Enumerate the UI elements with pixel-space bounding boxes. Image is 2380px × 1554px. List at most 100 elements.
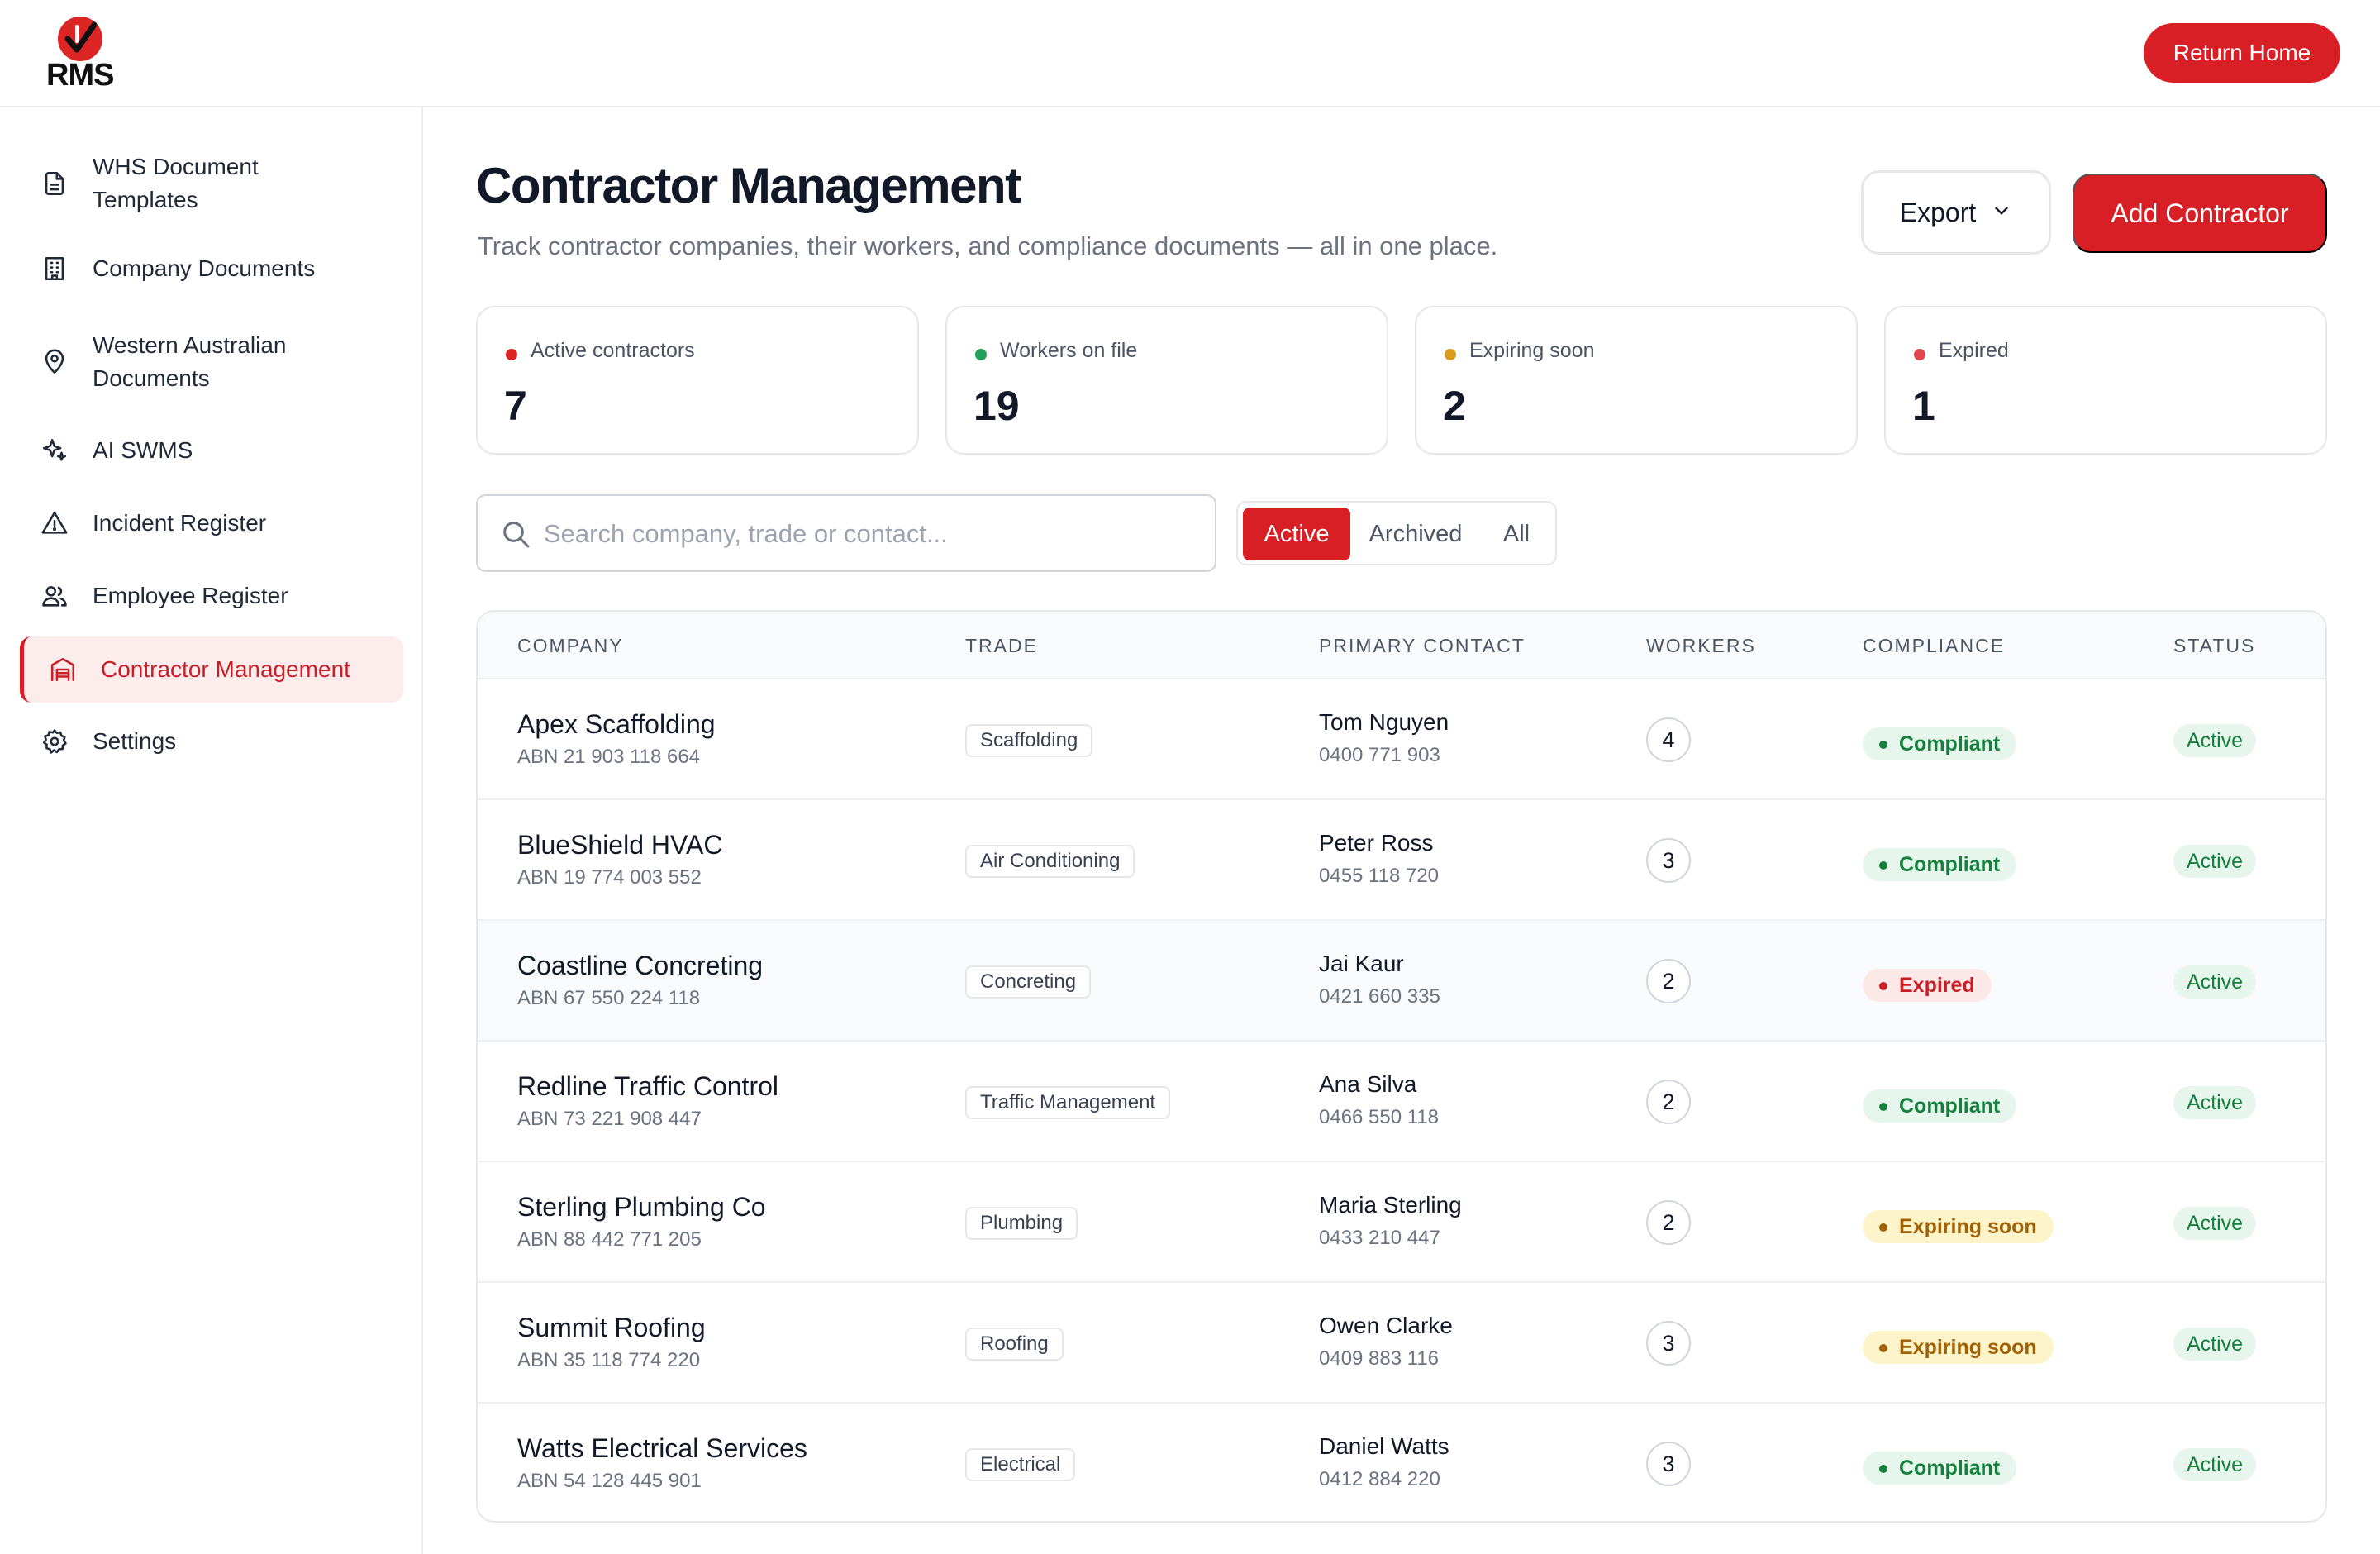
compliance-badge: Compliant	[1863, 848, 2017, 881]
stat-card-expiring-soon: Expiring soon 2	[1415, 306, 1858, 455]
workers-count: 3	[1646, 1442, 1691, 1486]
table-row[interactable]: BlueShield HVAC ABN 19 774 003 552 Air C…	[478, 800, 2325, 921]
column-header-compliance[interactable]: COMPLIANCE	[1863, 635, 2006, 656]
workers-count: 3	[1646, 1321, 1691, 1366]
trade-badge: Electrical	[965, 1448, 1076, 1481]
company-name: Redline Traffic Control	[517, 1071, 778, 1101]
compliance-badge: Compliant	[1863, 727, 2017, 760]
stat-value: 2	[1443, 383, 1466, 429]
return-home-button[interactable]: Return Home	[2144, 23, 2340, 83]
sidebar: WHS Document Templates Company Documents…	[0, 107, 423, 1554]
column-header-workers[interactable]: WORKERS	[1646, 635, 1756, 656]
contact-name: Tom Nguyen	[1319, 709, 1449, 735]
stat-label: Active contractors	[531, 339, 695, 362]
trade-badge: Traffic Management	[965, 1086, 1171, 1119]
company-name: Coastline Concreting	[517, 951, 764, 980]
company-abn: ABN 21 903 118 664	[517, 746, 701, 768]
export-button[interactable]: Export	[1861, 170, 2051, 255]
page-subtitle: Track contractor companies, their worker…	[478, 231, 1498, 260]
sidebar-item-label: Company Documents	[93, 255, 316, 281]
stat-value: 7	[504, 383, 527, 429]
column-header-primary-contact[interactable]: PRIMARY CONTACT	[1319, 635, 1526, 656]
column-header-trade[interactable]: TRADE	[965, 635, 1038, 656]
sidebar-item-ai-swms[interactable]: AI SWMS	[20, 422, 403, 479]
contractors-table: COMPANY TRADE PRIMARY CONTACT WORKERS CO…	[476, 610, 2327, 1523]
compliance-badge: Expiring soon	[1863, 1210, 2054, 1243]
contact-phone: 0433 210 447	[1319, 1227, 1440, 1249]
sparkles-icon	[38, 434, 71, 467]
column-header-status[interactable]: STATUS	[2173, 635, 2256, 656]
table-row[interactable]: Sterling Plumbing Co ABN 88 442 771 205 …	[478, 1162, 2325, 1283]
compliance-badge: Expiring soon	[1863, 1331, 2054, 1364]
warning-icon	[38, 507, 71, 540]
stat-label: Expiring soon	[1469, 339, 1595, 362]
stat-card-active-contractors: Active contractors 7	[476, 306, 919, 455]
rms-logo[interactable]: RMS	[46, 17, 114, 93]
sidebar-item-label: Employee Register	[93, 583, 288, 608]
sidebar-item-employee-register[interactable]: Employee Register	[20, 567, 403, 625]
table-row[interactable]: Watts Electrical Services ABN 54 128 445…	[478, 1404, 2325, 1521]
contact-name: Daniel Watts	[1319, 1433, 1449, 1459]
stat-label: Expired	[1939, 339, 2009, 362]
contact-name: Jai Kaur	[1319, 951, 1404, 976]
workers-count: 4	[1646, 717, 1691, 762]
company-abn: ABN 35 118 774 220	[517, 1349, 701, 1371]
export-label: Export	[1899, 197, 1977, 227]
contact-phone: 0455 118 720	[1319, 865, 1440, 887]
sidebar-item-label: Western Australian Documents	[93, 332, 287, 391]
search-box	[476, 494, 1216, 572]
trade-badge: Scaffolding	[965, 724, 1093, 757]
compliance-badge: Compliant	[1863, 1089, 2017, 1123]
sidebar-item-company-documents[interactable]: Company Documents	[20, 240, 403, 298]
company-abn: ABN 88 442 771 205	[517, 1228, 702, 1251]
company-name: Watts Electrical Services	[517, 1433, 807, 1463]
company-abn: ABN 54 128 445 901	[517, 1470, 702, 1492]
company-name: Apex Scaffolding	[517, 709, 716, 739]
contact-phone: 0412 884 220	[1319, 1468, 1440, 1490]
contact-name: Peter Ross	[1319, 830, 1434, 856]
filter-archived[interactable]: Archived	[1368, 520, 1463, 547]
contact-phone: 0466 550 118	[1319, 1106, 1440, 1128]
sidebar-item-incident-register[interactable]: Incident Register	[20, 494, 403, 552]
status-badge: Active	[2173, 1328, 2257, 1361]
workers-count: 2	[1646, 1200, 1691, 1245]
status-badge: Active	[2173, 845, 2257, 878]
sidebar-item-settings[interactable]: Settings	[20, 713, 403, 770]
sidebar-item-contractor-management[interactable]: Contractor Management	[20, 636, 403, 703]
sidebar-item-whs-templates[interactable]: WHS Document Templates	[20, 149, 403, 218]
add-contractor-button[interactable]: Add Contractor	[2073, 174, 2327, 253]
logo-text: RMS	[46, 58, 114, 93]
table-row[interactable]: Summit Roofing ABN 35 118 774 220 Roofin…	[478, 1283, 2325, 1404]
stat-value: 1	[1912, 383, 1935, 429]
company-name: BlueShield HVAC	[517, 830, 723, 860]
table-row[interactable]: Apex Scaffolding ABN 21 903 118 664 Scaf…	[478, 679, 2325, 800]
document-icon	[38, 167, 71, 200]
sidebar-item-label: AI SWMS	[93, 437, 193, 463]
sidebar-item-label: Incident Register	[93, 510, 267, 536]
contact-phone: 0409 883 116	[1319, 1347, 1440, 1370]
top-bar: RMS Return Home	[0, 0, 2380, 107]
stat-value: 19	[973, 383, 1020, 429]
compliance-badge: Compliant	[1863, 1452, 2017, 1485]
gear-icon	[38, 725, 71, 758]
sidebar-item-wa-documents[interactable]: Western Australian Documents	[20, 327, 403, 397]
compliance-badge: Expired	[1863, 969, 1992, 1002]
building-icon	[38, 252, 71, 285]
table-row[interactable]: Redline Traffic Control ABN 73 221 908 4…	[478, 1042, 2325, 1162]
contact-name: Maria Sterling	[1319, 1192, 1462, 1218]
column-header-company[interactable]: COMPANY	[517, 635, 624, 656]
contact-phone: 0421 660 335	[1319, 985, 1440, 1008]
trade-badge: Roofing	[965, 1328, 1064, 1361]
search-icon	[499, 517, 532, 551]
search-input[interactable]	[544, 509, 1197, 559]
workers-count: 2	[1646, 959, 1691, 1003]
warehouse-icon	[46, 653, 79, 686]
table-row[interactable]: Coastline Concreting ABN 67 550 224 118 …	[478, 921, 2325, 1042]
status-dot	[1914, 349, 1925, 360]
filter-active[interactable]: Active	[1243, 508, 1350, 560]
trade-badge: Plumbing	[965, 1207, 1078, 1240]
contact-name: Owen Clarke	[1319, 1313, 1453, 1338]
status-dot	[1445, 349, 1456, 360]
filter-all[interactable]: All	[1502, 520, 1530, 547]
status-dot	[506, 349, 517, 360]
